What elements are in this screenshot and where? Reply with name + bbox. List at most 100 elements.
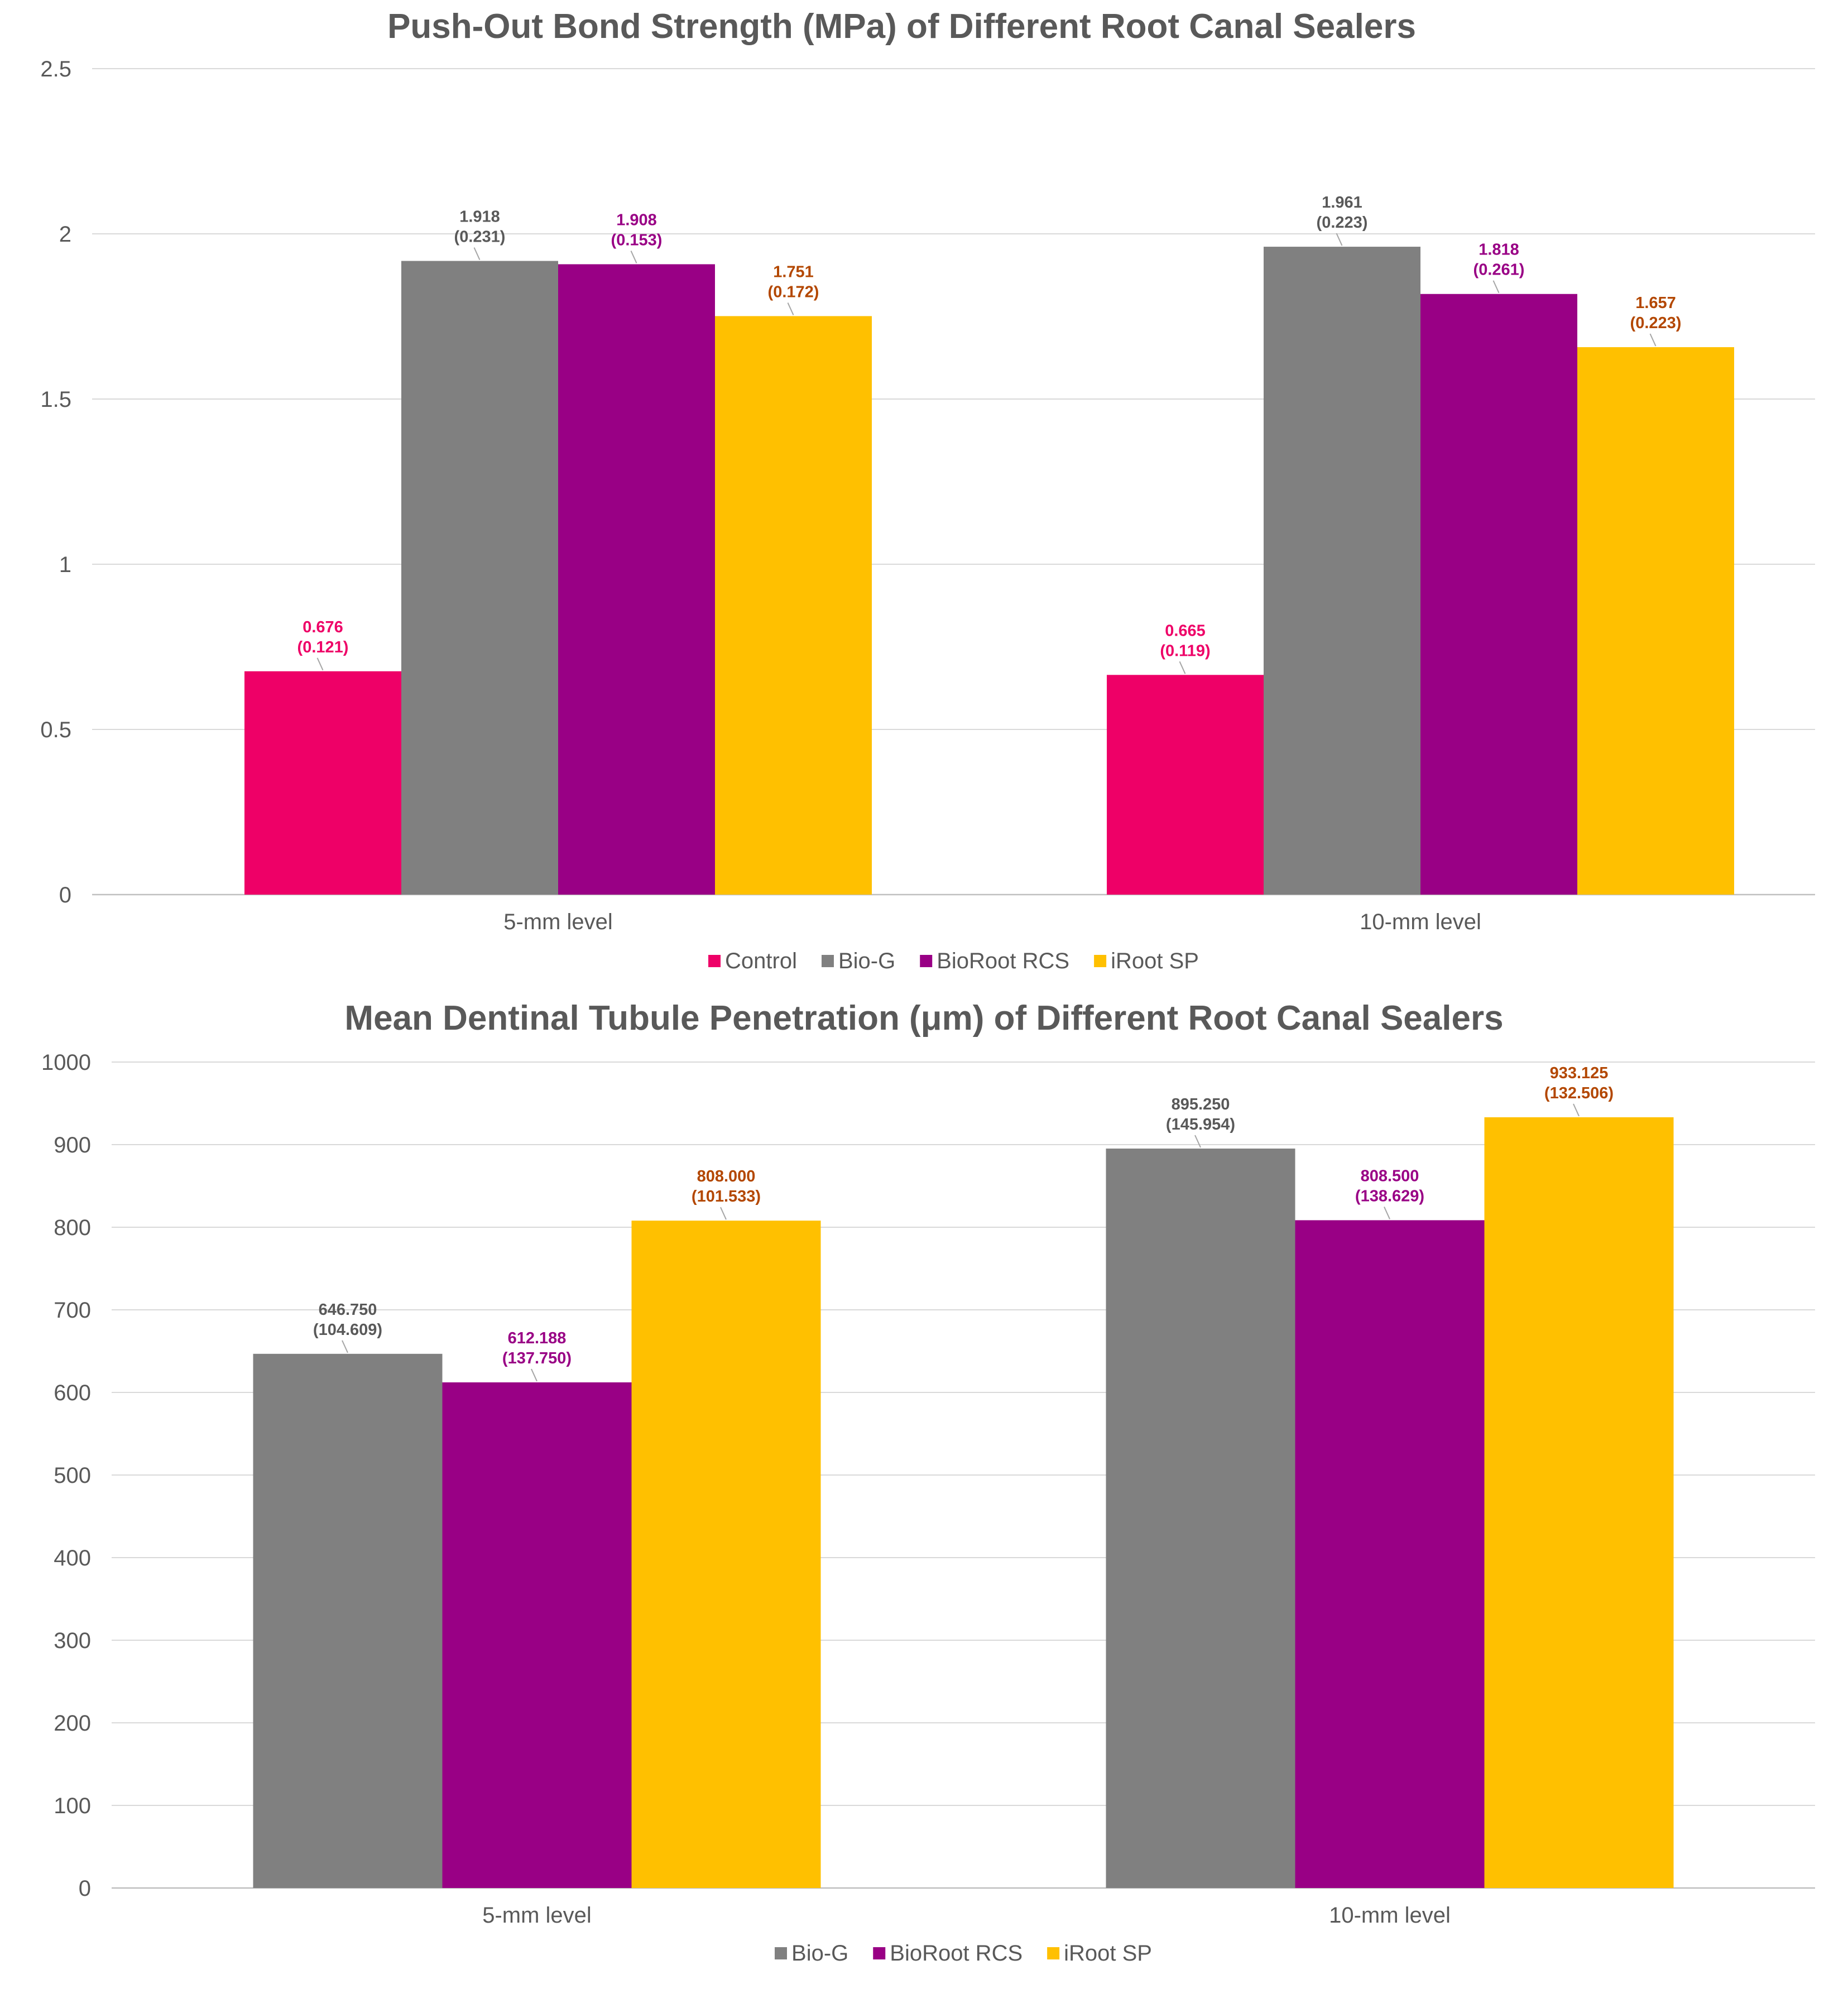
y-tick-label: 800 [54,1216,91,1240]
y-tick-label: 300 [54,1629,91,1653]
data-label-value: 1.818 [1479,241,1519,259]
y-tick-label: 400 [54,1546,91,1570]
data-label-leader [473,247,481,260]
data-label-leader [630,251,637,263]
data-label-value: 1.961 [1322,194,1362,212]
data-label-value: 0.665 [1165,622,1206,640]
x-category-label: 5-mm level [482,1903,592,1928]
y-tick-label: 2.5 [40,57,71,81]
bond-strength-chart: Push-Out Bond Strength (MPa) of Differen… [40,7,1815,973]
legend-item: Bio-G [775,1941,848,1966]
legend-swatch [775,1947,788,1959]
y-tick-label: 900 [54,1133,91,1157]
data-label-sd: (137.750) [502,1349,572,1367]
data-label-value: 808.500 [1361,1167,1419,1185]
legend: Control Bio-G BioRoot RCS iRoot SP [708,949,1199,973]
legend-label: iRoot SP [1064,1941,1152,1966]
data-label-sd: (0.223) [1630,314,1682,332]
data-label-leader [1384,1207,1390,1219]
y-tick-label: 200 [54,1711,91,1736]
bar-bioroot-rcs-10mm [1420,294,1577,895]
legend-swatch [873,1947,886,1959]
bar-iroot-sp-10mm [1577,347,1734,895]
bar-bioroot-rcs-5mm [558,264,715,895]
data-label-value: 1.657 [1635,294,1676,312]
legend-item: iRoot SP [1047,1941,1152,1966]
bar-bio-g-5mm [253,1353,443,1888]
chart-title: Mean Dentinal Tubule Penetration (μm) of… [344,999,1503,1037]
data-label-leader [1649,333,1657,347]
bar-bio-g-10mm [1264,247,1420,895]
legend-swatch [920,955,933,967]
data-label-value: 0.676 [303,618,343,636]
data-label-sd: (145.954) [1166,1116,1235,1133]
legend-item: BioRoot RCS [873,1941,1023,1966]
legend-swatch [821,955,834,967]
legend: Bio-G BioRoot RCS iRoot SP [775,1941,1152,1966]
legend-item: Control [708,949,797,973]
data-label-sd: (132.506) [1544,1084,1614,1102]
data-label-leader [1336,233,1343,246]
bar-bioroot-rcs-10mm [1295,1220,1485,1888]
legend-item: iRoot SP [1094,949,1199,973]
x-category-label: 10-mm level [1360,910,1481,934]
legend-label: Bio-G [791,1941,848,1966]
y-tick-label: 0.5 [40,718,71,742]
data-label-value: 895.250 [1172,1096,1230,1113]
legend-swatch [1094,955,1107,967]
y-tick-label: 0 [59,883,71,907]
tubule-penetration-chart: Mean Dentinal Tubule Penetration (μm) of… [41,999,1815,1966]
y-tick-label: 1000 [41,1050,91,1075]
data-label-leader [720,1207,727,1220]
bar-iroot-sp-10mm [1484,1117,1674,1888]
data-label-sd: (0.231) [454,228,506,246]
y-tick-label: 2 [59,222,71,247]
data-label-value: 1.751 [773,263,814,281]
data-label-sd: (0.172) [768,283,819,301]
data-label-value: 933.125 [1550,1064,1609,1082]
data-label-leader [1179,661,1186,674]
legend-item: Bio-G [821,949,895,973]
data-label-value: 1.908 [616,211,657,229]
bar-control-5mm [244,671,401,895]
data-label-leader [1573,1103,1580,1117]
y-tick-label: 1 [59,553,71,577]
data-label-value: 646.750 [319,1301,377,1319]
data-label-sd: (138.629) [1355,1187,1424,1205]
data-label-value: 612.188 [508,1329,567,1347]
data-label-leader [787,302,794,315]
data-label-sd: (0.121) [297,638,349,656]
data-label-sd: (101.533) [692,1188,761,1205]
legend-swatch [708,955,721,967]
bar-iroot-sp-5mm [631,1221,821,1888]
data-label-sd: (0.261) [1473,261,1525,279]
data-label-value: 808.000 [697,1168,756,1185]
y-tick-label: 700 [54,1298,91,1323]
data-label-sd: (0.223) [1317,214,1368,232]
data-label-leader [1492,280,1500,294]
bar-bio-g-10mm [1106,1149,1295,1888]
chart-title: Push-Out Bond Strength (MPa) of Differen… [387,7,1416,46]
data-label-leader [1194,1135,1201,1148]
y-tick-label: 600 [54,1381,91,1405]
y-tick-label: 500 [54,1463,91,1488]
bar-iroot-sp-5mm [715,316,872,895]
data-label-leader [342,1340,348,1353]
legend-label: Control [725,949,797,973]
data-label-sd: (104.609) [313,1321,382,1339]
data-label-sd: (0.119) [1160,642,1210,660]
data-label-leader [316,657,324,671]
legend-item: BioRoot RCS [920,949,1069,973]
y-tick-label: 1.5 [40,387,71,412]
bar-control-10mm [1107,675,1264,895]
x-category-label: 10-mm level [1329,1903,1451,1928]
legend-label: Bio-G [838,949,895,973]
y-tick-label: 0 [79,1876,91,1901]
legend-label: iRoot SP [1111,949,1199,973]
legend-swatch [1047,1947,1060,1959]
bar-bioroot-rcs-5mm [442,1382,632,1888]
y-tick-label: 100 [54,1794,91,1818]
data-label-leader [531,1368,537,1382]
legend-label: BioRoot RCS [890,1941,1023,1966]
